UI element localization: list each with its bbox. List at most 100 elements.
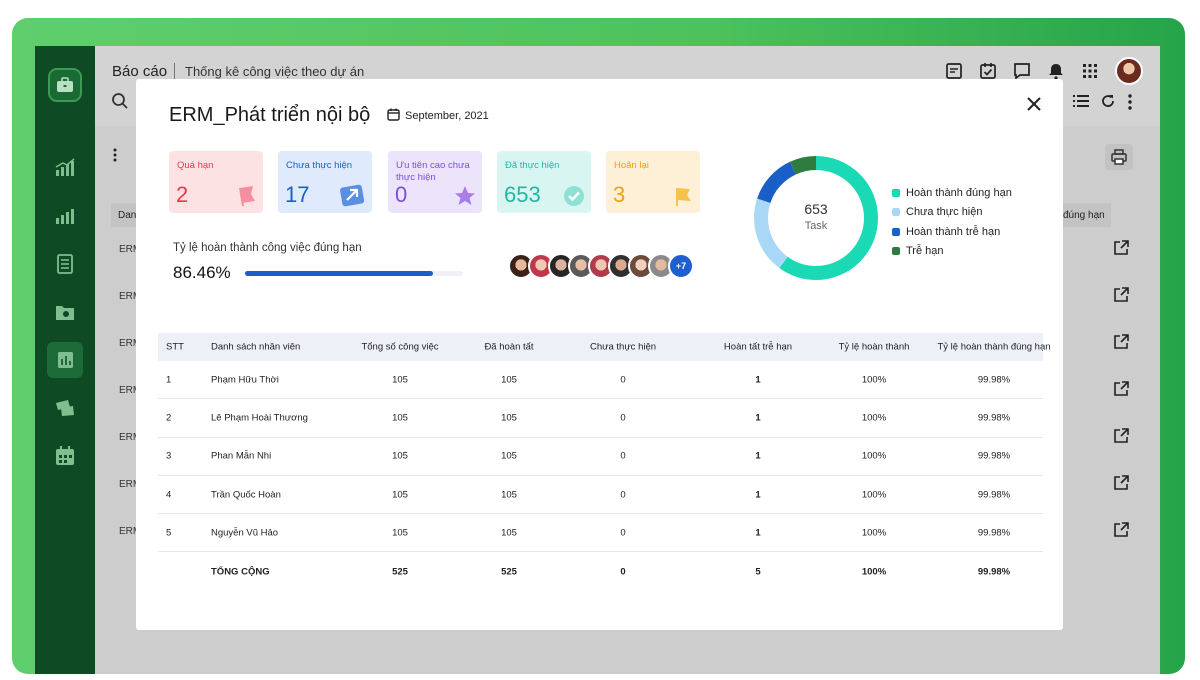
sidebar-item-dashboard[interactable] — [47, 150, 83, 186]
user-avatar[interactable] — [1115, 57, 1143, 85]
legend-label: Chưa thực hiện — [906, 206, 983, 219]
table-row[interactable]: 3 Phan Mẫn Nhi 105 105 0 1 100% 99.98% — [158, 438, 1043, 476]
sidebar-item-documents[interactable] — [47, 294, 83, 330]
bell-icon[interactable] — [1047, 62, 1065, 80]
donut-unit: Task — [805, 220, 828, 232]
stat-card-value: 2 — [176, 182, 189, 207]
check-circle-icon — [564, 186, 584, 206]
flag-icon — [676, 188, 691, 206]
project-stats-modal: ERM_Phát triển nội bộ September, 2021 Qu… — [136, 79, 1063, 630]
cell-employee-name: Nguyễn Vũ Hảo — [211, 527, 279, 539]
header-on-time-rate: Tỷ lệ hoàn thành đúng hạn — [937, 341, 1051, 353]
cell-late-completed: 1 — [755, 374, 761, 386]
table-row[interactable]: 1 Phạm Hữu Thời 105 105 0 1 100% 99.98% — [158, 361, 1043, 400]
header-stt: STT — [166, 341, 184, 353]
table-row[interactable]: 5 Nguyễn Vũ Hảo 105 105 0 1 100% 99.98% — [158, 514, 1043, 553]
cell-total-tasks: 105 — [392, 450, 408, 462]
cell-stt: 3 — [166, 450, 172, 462]
cell-employee-name: Phạm Hữu Thời — [211, 374, 279, 386]
header-completed: Đã hoàn tất — [484, 341, 534, 353]
stat-card-value: 653 — [504, 182, 541, 207]
sidebar-item-tickets[interactable] — [47, 390, 83, 426]
cell-completion-rate: 100% — [861, 489, 887, 501]
cell-stt: 5 — [166, 527, 172, 539]
cell-total-tasks: 105 — [392, 527, 408, 539]
cell-stt: 4 — [166, 489, 172, 501]
sidebar-item-tasks[interactable] — [47, 246, 83, 282]
cell-not-started: 0 — [620, 374, 626, 386]
app-logo-icon[interactable] — [48, 68, 82, 102]
cell-total-tasks: 105 — [392, 489, 408, 501]
legend-label: Hoàn thành trễ hạn — [906, 225, 1001, 238]
stat-card-postponed[interactable]: Hoãn lại 3 — [606, 151, 700, 213]
background-row-label: ERM — [119, 432, 142, 443]
stat-card-value: 0 — [395, 182, 408, 207]
sidebar-item-calendar[interactable] — [47, 438, 83, 474]
open-external-icon[interactable] — [1113, 287, 1129, 303]
open-external-icon[interactable] — [1113, 522, 1129, 538]
cell-on-time-rate: 99.98% — [977, 489, 1011, 501]
legend-item: Chưa thực hiện — [892, 203, 1012, 223]
cell-late-completed: 1 — [755, 412, 761, 424]
table-total-row[interactable]: TỔNG CỘNG 525 525 0 5 100% 99.98% — [158, 552, 1043, 590]
close-icon[interactable] — [1025, 95, 1043, 113]
search-icon[interactable] — [111, 92, 129, 110]
cell-on-time-rate: 99.98% — [977, 412, 1011, 424]
header-employee-name: Danh sách nhân viên — [211, 341, 301, 353]
table-row[interactable]: 4 Trần Quốc Hoàn 105 105 0 1 100% 99.98% — [158, 476, 1043, 515]
legend-swatch — [892, 247, 900, 256]
apps-grid-icon[interactable] — [1081, 62, 1099, 80]
legend-label: Trễ hạn — [906, 245, 944, 258]
report-chart-icon — [58, 352, 73, 368]
open-external-icon[interactable] — [1113, 334, 1129, 350]
open-external-icon[interactable] — [1113, 381, 1129, 397]
chat-icon[interactable] — [1013, 62, 1031, 80]
cell-late-completed: 5 — [755, 566, 761, 578]
sidebar-item-reports[interactable] — [47, 342, 83, 378]
calendar-icon — [56, 446, 74, 465]
stat-card-label: Đã thực hiện — [505, 160, 560, 171]
more-vertical-icon[interactable] — [112, 148, 118, 162]
sidebar-item-statistics[interactable] — [47, 198, 83, 234]
cell-completed: 105 — [501, 450, 517, 462]
cell-late-completed: 1 — [755, 450, 761, 462]
background-row-label: ERM — [119, 479, 142, 490]
header-total-tasks: Tổng số công việc — [361, 341, 439, 353]
note-icon[interactable] — [945, 62, 963, 80]
donut-segment — [754, 156, 878, 280]
table-row[interactable]: 2 Lê Phạm Hoài Thương 105 105 0 1 100% 99.98% — [158, 399, 1043, 438]
stat-card-overdue[interactable]: Quá hạn 2 — [169, 151, 263, 213]
open-external-icon[interactable] — [1113, 240, 1129, 256]
cell-employee-name: TỔNG CỘNG — [211, 566, 270, 578]
print-button[interactable] — [1105, 144, 1133, 170]
cell-completion-rate: 100% — [861, 566, 887, 578]
more-vertical-icon[interactable] — [1127, 94, 1133, 110]
stat-card-completed[interactable]: Đã thực hiện 653 — [497, 151, 591, 213]
completion-rate-label: Tỷ lệ hoàn thành công việc đúng hạn — [173, 242, 362, 254]
staff-table: STT Danh sách nhân viên Tổng số công việc Đ… — [158, 333, 1051, 591]
sidebar — [35, 46, 95, 674]
cell-total-tasks: 525 — [392, 566, 408, 578]
stat-card-not-started[interactable]: Chưa thực hiện 17 — [278, 151, 372, 213]
header-completion-rate: Tỷ lệ hoàn thành — [838, 341, 910, 353]
cell-employee-name: Lê Phạm Hoài Thương — [211, 412, 308, 424]
list-view-icon[interactable] — [1073, 94, 1089, 108]
task-check-icon[interactable] — [979, 62, 997, 80]
folder-search-icon — [56, 306, 74, 320]
stat-card-high-priority[interactable]: Ưu tiên cao chưa thực hiện 0 — [388, 151, 482, 213]
cell-completed: 525 — [501, 566, 517, 578]
stat-card-label: Hoãn lại — [614, 160, 649, 171]
completion-progress-bar — [245, 271, 463, 276]
refresh-icon[interactable] — [1100, 93, 1116, 109]
page-title: Báo cáo — [112, 63, 168, 80]
flag-icon — [239, 186, 255, 207]
cell-not-started: 0 — [620, 450, 626, 462]
open-external-icon[interactable] — [1113, 428, 1129, 444]
legend-swatch — [892, 188, 900, 197]
cell-stt: 1 — [166, 374, 172, 386]
date-filter[interactable]: September, 2021 — [405, 110, 489, 122]
legend-item: Hoàn thành trễ hạn — [892, 222, 1012, 242]
title-divider — [174, 63, 175, 79]
more-members-badge[interactable]: +7 — [668, 253, 694, 279]
open-external-icon[interactable] — [1113, 475, 1129, 491]
